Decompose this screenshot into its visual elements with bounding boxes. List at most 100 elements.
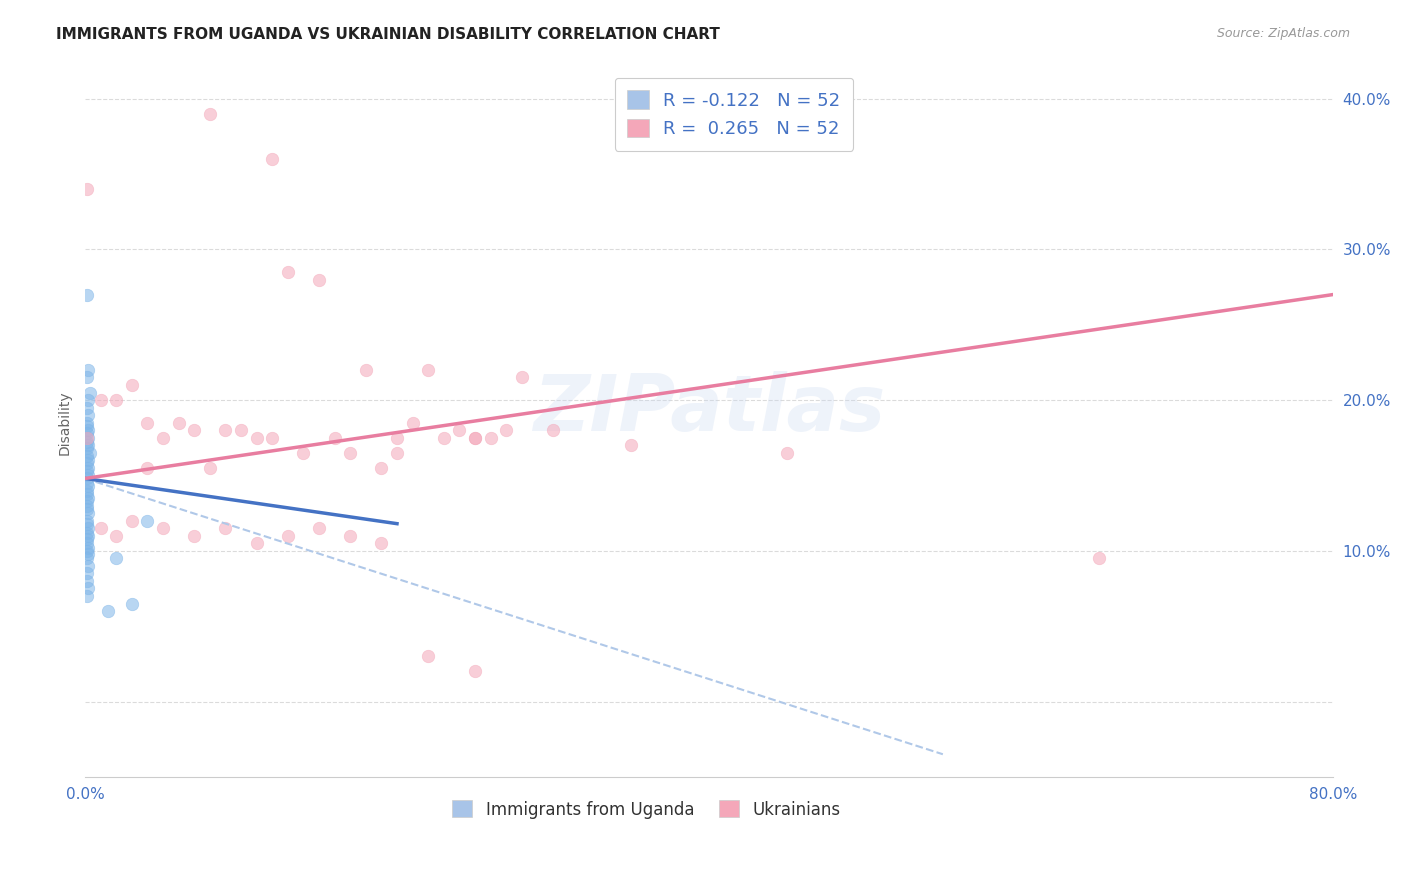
Point [77, 547, 100, 561]
Point [464, 431, 486, 445]
Point [385, 446, 408, 460]
Point [229, 423, 252, 437]
Point [76, 536, 98, 550]
Point [76, 442, 98, 456]
Point [76, 499, 98, 513]
Point [510, 370, 533, 384]
Point [77, 438, 100, 452]
Point [464, 431, 486, 445]
Point [76, 449, 98, 463]
Point [121, 378, 143, 392]
Point [76, 464, 98, 478]
Point [262, 431, 284, 445]
Point [76, 574, 98, 588]
Point [339, 529, 361, 543]
Point [76, 287, 98, 301]
Point [479, 431, 502, 445]
Point [77, 541, 100, 555]
Point [76, 416, 98, 430]
Point [339, 446, 361, 460]
Point [76, 431, 98, 445]
Point [90, 521, 112, 535]
Point [246, 536, 269, 550]
Point [77, 393, 100, 408]
Point [308, 521, 330, 535]
Point [77, 423, 100, 437]
Point [121, 597, 143, 611]
Point [76, 516, 98, 531]
Point [277, 529, 299, 543]
Point [1088, 551, 1111, 566]
Point [76, 483, 98, 498]
Point [77, 363, 100, 377]
Point [77, 468, 100, 483]
Point [76, 456, 98, 470]
Point [79, 446, 101, 460]
Point [76, 418, 98, 433]
Point [77, 529, 100, 543]
Point [77, 582, 100, 596]
Point [620, 438, 643, 452]
Legend: Immigrants from Uganda, Ukrainians: Immigrants from Uganda, Ukrainians [446, 794, 848, 825]
Point [90, 393, 112, 408]
Point [449, 423, 471, 437]
Point [354, 363, 377, 377]
Point [77, 453, 100, 467]
Point [79, 385, 101, 400]
Point [152, 431, 174, 445]
Point [323, 431, 346, 445]
Point [418, 649, 440, 664]
Point [776, 446, 799, 460]
Point [76, 471, 98, 485]
Point [77, 506, 100, 520]
Point [370, 461, 392, 475]
Point [401, 416, 423, 430]
Text: ZIPatlas: ZIPatlas [533, 370, 884, 447]
Text: Source: ZipAtlas.com: Source: ZipAtlas.com [1216, 27, 1350, 40]
Point [76, 401, 98, 415]
Point [246, 431, 269, 445]
Point [136, 514, 159, 528]
Point [76, 435, 98, 450]
Point [76, 426, 98, 441]
Point [76, 543, 98, 558]
Point [76, 514, 98, 528]
Point [76, 486, 98, 500]
Point [105, 393, 128, 408]
Point [262, 152, 284, 166]
Point [76, 532, 98, 546]
Point [370, 536, 392, 550]
Point [308, 272, 330, 286]
Text: IMMIGRANTS FROM UGANDA VS UKRAINIAN DISABILITY CORRELATION CHART: IMMIGRANTS FROM UGANDA VS UKRAINIAN DISA… [56, 27, 720, 42]
Point [183, 529, 205, 543]
Point [77, 479, 100, 493]
Point [292, 446, 315, 460]
Point [214, 521, 236, 535]
Point [121, 514, 143, 528]
Y-axis label: Disability: Disability [58, 391, 72, 455]
Point [76, 525, 98, 540]
Point [105, 529, 128, 543]
Point [464, 665, 486, 679]
Point [76, 566, 98, 581]
Point [76, 589, 98, 603]
Point [167, 416, 190, 430]
Point [136, 416, 159, 430]
Point [76, 370, 98, 384]
Point [198, 461, 221, 475]
Point [77, 491, 100, 505]
Point [77, 461, 100, 475]
Point [76, 551, 98, 566]
Point [77, 558, 100, 573]
Point [433, 431, 456, 445]
Point [136, 461, 159, 475]
Point [76, 501, 98, 516]
Point [183, 423, 205, 437]
Point [97, 604, 120, 618]
Point [105, 551, 128, 566]
Point [198, 107, 221, 121]
Point [77, 408, 100, 422]
Point [277, 265, 299, 279]
Point [76, 494, 98, 508]
Point [76, 182, 98, 196]
